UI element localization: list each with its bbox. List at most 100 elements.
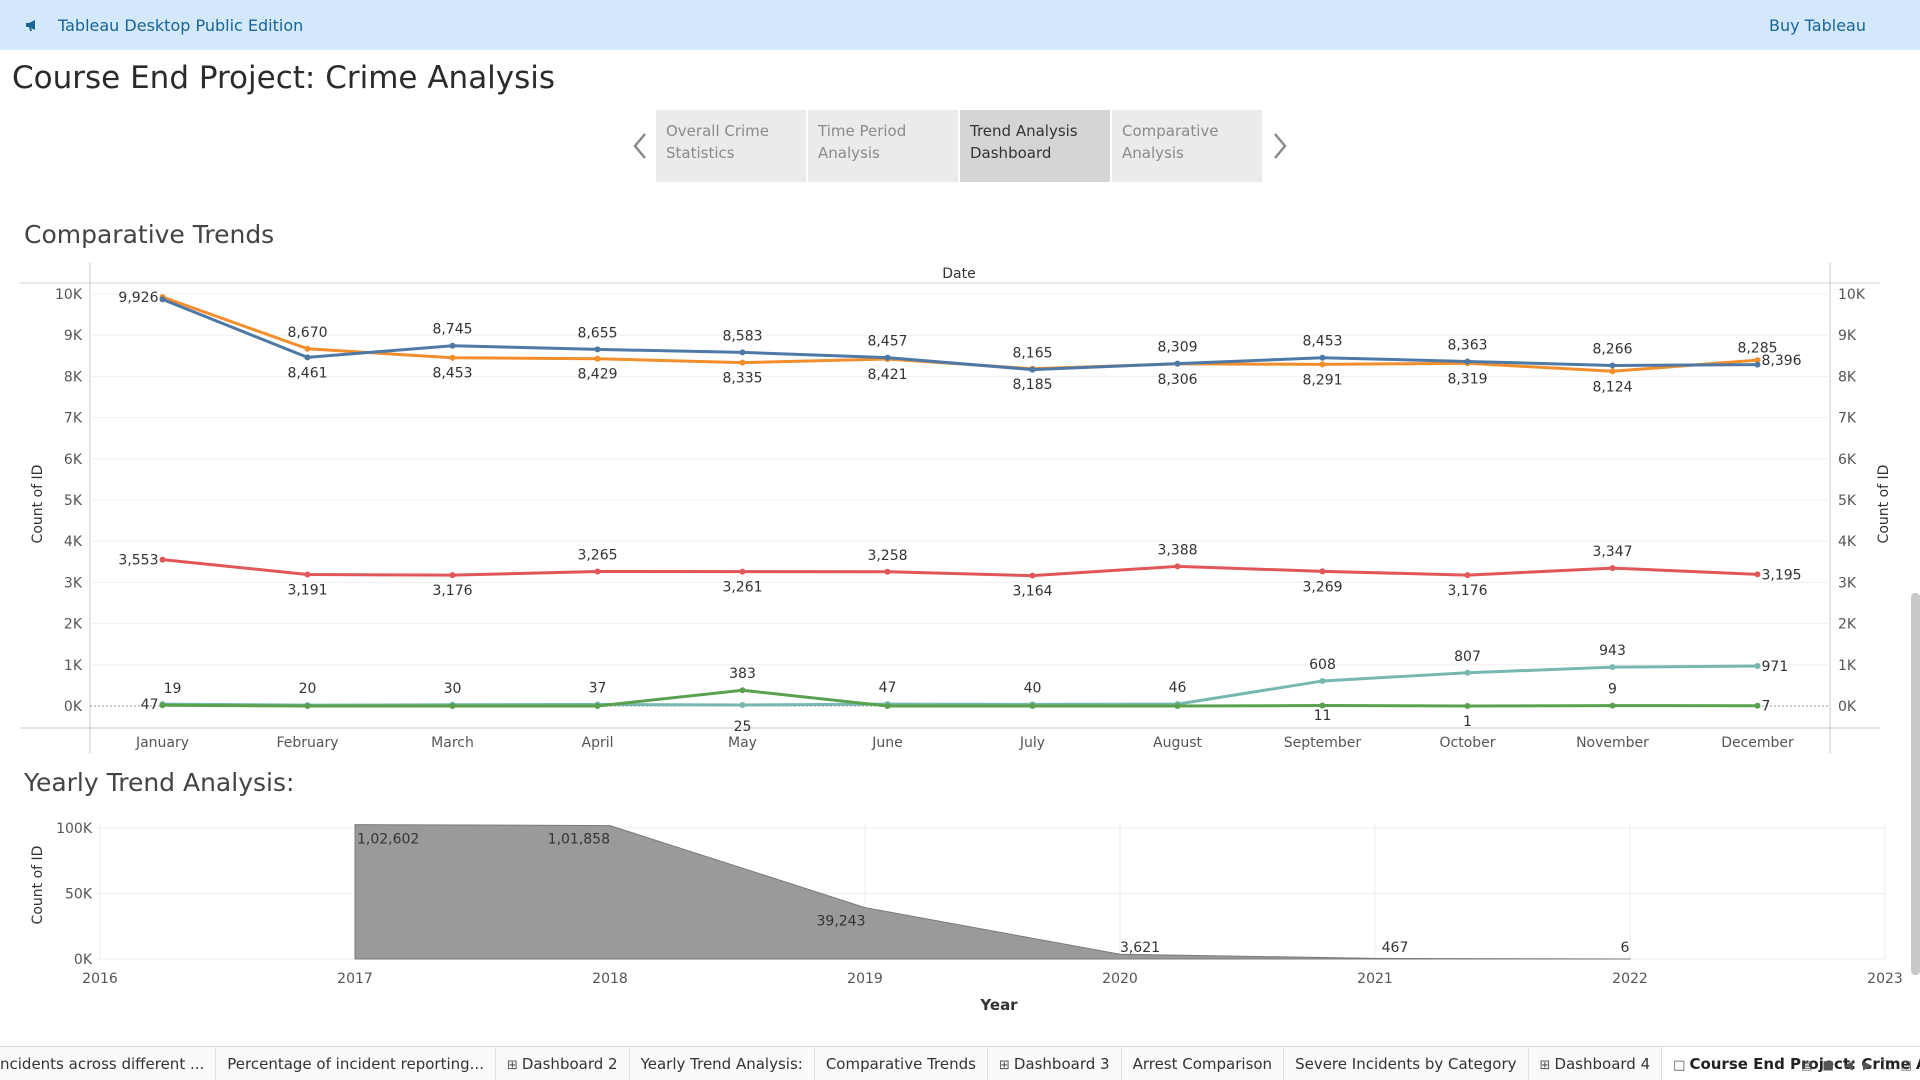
comparative-trends-chart[interactable]: Date Count of ID Count of ID 0K 0K 1K 1K 2K 2… <box>0 258 1920 758</box>
data-point <box>304 571 311 578</box>
data-label: 807 <box>1454 649 1481 665</box>
story-point-overall-crime-statistics[interactable]: Overall Crime Statistics <box>656 110 806 182</box>
data-point <box>1319 568 1326 575</box>
scroll-right-icon[interactable]: ▶ <box>1863 1058 1873 1072</box>
data-label: 40 <box>1024 680 1042 696</box>
story-point-trend-analysis-dashboard[interactable]: Trend Analysis Dashboard <box>960 110 1110 182</box>
sheet-tab[interactable]: Severe Incidents by Category <box>1284 1047 1529 1080</box>
area-y-axis-label: Count of ID <box>30 846 46 925</box>
data-point <box>739 359 746 366</box>
x-tick-label: 2023 <box>1867 971 1903 987</box>
buy-tableau-link[interactable]: Buy Tableau <box>1769 15 1866 35</box>
data-point <box>1609 565 1616 572</box>
data-label: 3,164 <box>1012 584 1052 600</box>
data-label: 8,306 <box>1157 372 1197 388</box>
yearly-trend-chart[interactable]: Count of ID Year 0K 50K 100K 2016 2017 2018 20… <box>0 805 1920 1020</box>
sheet-tab[interactable]: Comparative Trends <box>815 1047 988 1080</box>
tabs-view-icon[interactable]: ■ <box>1822 1058 1834 1072</box>
data-point <box>1754 361 1761 368</box>
data-label: 8,655 <box>577 325 617 341</box>
data-label: 3,258 <box>867 548 907 564</box>
data-point <box>1174 703 1181 709</box>
y-tick-label-left: 6K <box>64 452 83 468</box>
data-label: 3,269 <box>1302 579 1342 595</box>
area-x-axis-label: Year <box>979 996 1018 1014</box>
data-point <box>159 702 166 709</box>
y-axis-label-right: Count of ID <box>1876 465 1892 544</box>
sheet-tab-label: Yearly Trend Analysis: <box>640 1054 803 1073</box>
data-label: 47 <box>141 697 159 713</box>
data-point <box>1754 662 1761 669</box>
data-label: 8,421 <box>867 367 907 383</box>
data-label: 8,285 <box>1737 341 1777 357</box>
sheet-tab[interactable]: ⊞ Dashboard 4 <box>1529 1047 1663 1080</box>
y-tick-label-left: 7K <box>64 411 83 427</box>
data-point <box>594 703 601 709</box>
chevron-left-icon <box>633 133 646 159</box>
dashboard-icon: ⊞ <box>1539 1057 1551 1073</box>
data-label: 1,02,602 <box>357 832 419 848</box>
data-label: 3,553 <box>118 553 158 569</box>
data-label: 6 <box>1621 940 1630 956</box>
series-line <box>161 295 1758 373</box>
scroll-left-icon[interactable]: ◀ <box>1843 1058 1854 1072</box>
sheet-tab-label: Dashboard 4 <box>1554 1054 1651 1073</box>
data-point <box>739 568 746 575</box>
sheet-tab[interactable]: ncidents across different ... <box>0 1047 217 1080</box>
data-label: 608 <box>1309 657 1336 673</box>
fullscreen-icon[interactable]: ⛶ <box>1882 1058 1891 1072</box>
page-title: Course End Project: Crime Analysis <box>12 60 556 96</box>
data-label: 383 <box>729 666 756 682</box>
data-label: 3,265 <box>577 547 617 563</box>
data-point <box>304 703 311 709</box>
dashboard-icon: ⊞ <box>998 1057 1010 1073</box>
app-name: Tableau Desktop Public Edition <box>58 15 304 35</box>
x-tick-label: August <box>1153 735 1203 751</box>
sheet-tab[interactable]: Arrest Comparison <box>1122 1047 1285 1080</box>
sheet-tab[interactable]: ⊞ Dashboard 2 <box>496 1047 630 1080</box>
x-tick-label: 2018 <box>592 971 628 987</box>
y-tick-label-right: 10K <box>1838 287 1866 303</box>
sheet-tab[interactable]: ⊞ Dashboard 3 <box>988 1047 1122 1080</box>
data-point <box>1174 563 1181 570</box>
data-point <box>449 354 456 361</box>
data-point <box>739 349 746 356</box>
sheet-tab-label: Dashboard 3 <box>1013 1054 1110 1073</box>
story-point-time-period-analysis[interactable]: Time Period Analysis <box>808 110 958 182</box>
data-label: 47 <box>879 680 897 696</box>
data-point <box>1464 572 1471 579</box>
sheet-tab-label: Course End Project: Crime A... <box>1689 1054 1920 1073</box>
data-point <box>1319 677 1326 684</box>
data-label: 8,319 <box>1447 371 1487 387</box>
sheet-tab[interactable]: Yearly Trend Analysis: <box>630 1047 815 1080</box>
data-label: 8,429 <box>577 367 617 383</box>
x-tick-label: May <box>728 735 757 751</box>
x-tick-label: April <box>582 735 614 751</box>
x-tick-label: 2019 <box>847 971 883 987</box>
x-tick-label: January <box>135 735 189 751</box>
sheet-tab-label: Dashboard 2 <box>521 1054 618 1073</box>
data-point <box>1319 702 1326 709</box>
data-label: 8,291 <box>1302 372 1342 388</box>
data-point <box>594 346 601 353</box>
data-label: 8,745 <box>432 322 472 338</box>
story-point-comparative-analysis[interactable]: Comparative Analysis <box>1112 110 1262 182</box>
y-tick-label-right: 2K <box>1838 617 1857 633</box>
vertical-scrollbar[interactable] <box>1911 593 1920 975</box>
data-point <box>159 556 166 563</box>
sheet-tabs-bar: ncidents across different ... Percentage … <box>0 1046 1920 1080</box>
sheet-tab[interactable]: Percentage of incident reporting... <box>216 1047 496 1080</box>
x-tick-label: July <box>1019 735 1045 751</box>
presentation-icon[interactable]: ◫ <box>1900 1058 1912 1072</box>
data-point <box>739 701 746 708</box>
data-point <box>594 355 601 362</box>
data-label: 467 <box>1382 940 1409 956</box>
filmstrip-icon[interactable]: ▤ <box>1801 1058 1813 1072</box>
y-tick-label-left: 2K <box>64 617 83 633</box>
previous-story-point-button[interactable] <box>624 110 656 182</box>
series-line <box>161 297 1758 372</box>
y-tick-label-left: 10K <box>55 287 83 303</box>
next-story-point-button[interactable] <box>1264 110 1296 182</box>
sheet-tab[interactable]: □ Course End Project: Crime A... <box>1662 1047 1920 1080</box>
x-tick-label: 2022 <box>1612 971 1648 987</box>
